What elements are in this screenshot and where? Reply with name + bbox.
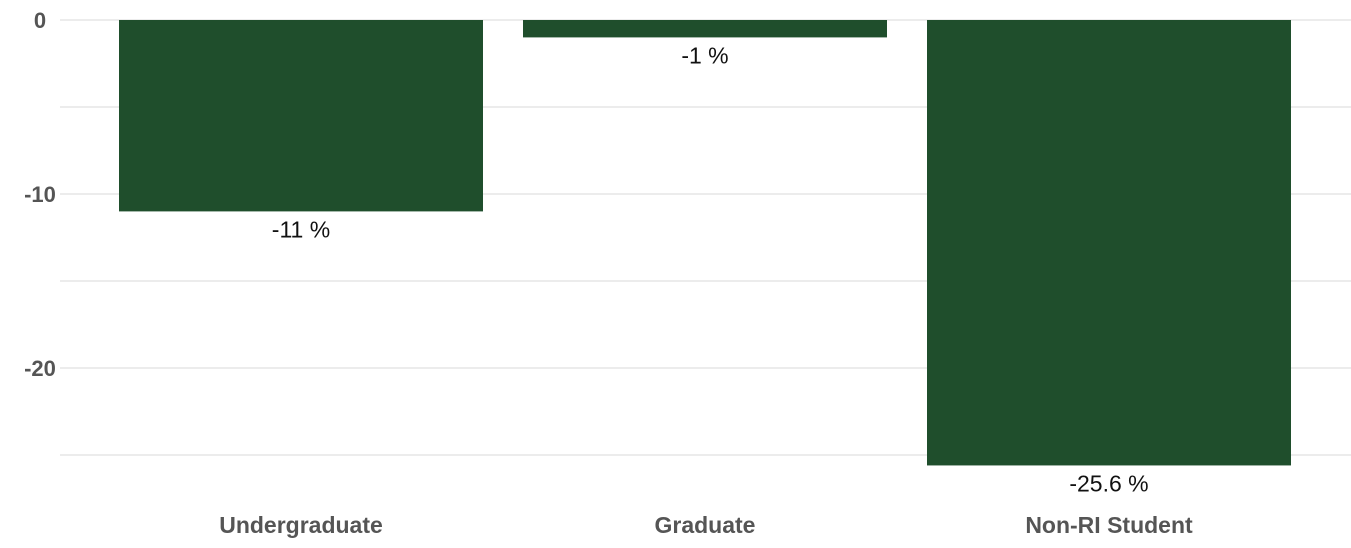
data-label: -1 % <box>681 42 728 68</box>
category-label: Graduate <box>655 512 756 538</box>
category-label: Non-RI Student <box>1025 512 1193 538</box>
bar <box>523 20 887 38</box>
y-axis-ticks: 0 -10 -20 <box>24 8 56 381</box>
bars <box>119 20 1291 466</box>
y-tick-label: -20 <box>24 356 56 381</box>
y-tick-label: -10 <box>24 182 56 207</box>
bar <box>119 20 483 212</box>
x-axis-categories: Undergraduate Graduate Non-RI Student <box>219 512 1193 538</box>
bar <box>927 20 1291 466</box>
y-tick-label: 0 <box>34 8 46 33</box>
category-label: Undergraduate <box>219 512 383 538</box>
data-labels: -11 % -1 % -25.6 % <box>272 42 1149 496</box>
data-label: -25.6 % <box>1069 470 1148 496</box>
data-label: -11 % <box>272 216 330 242</box>
